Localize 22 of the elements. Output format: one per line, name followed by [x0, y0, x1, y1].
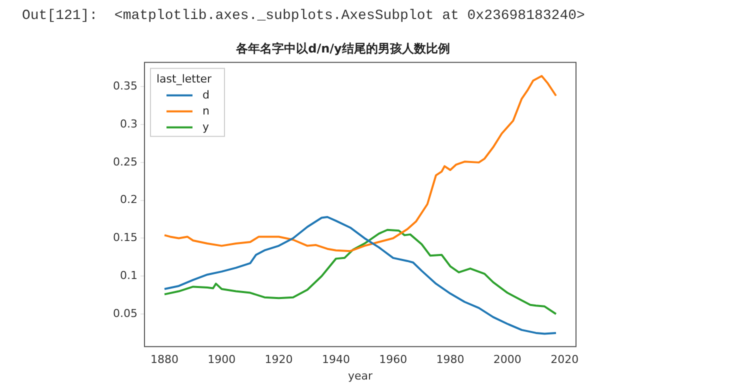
x-tick-label: 1940: [322, 353, 350, 366]
text: Out[121]: <matplotlib.axes._subplots.AxesSubplot at 0x23698183240>: [22, 8, 585, 24]
y-tick-label: 0.3: [120, 117, 138, 130]
x-tick-label: 1960: [379, 353, 408, 366]
y-tick-label: 0.1: [120, 268, 138, 282]
x-tick-label: 1980: [436, 353, 464, 366]
legend-label: y: [202, 120, 210, 134]
chart-title: 各年名字中以d/n/y结尾的男孩人数比例: [235, 41, 450, 56]
x-tick-label: 2020: [550, 353, 579, 366]
y-tick-label: 0.35: [112, 80, 138, 93]
legend-title: last_letter: [156, 72, 212, 86]
legend-label: d: [202, 88, 210, 102]
x-tick-label: 1900: [208, 353, 236, 366]
y-tick-label: 0.15: [112, 231, 138, 244]
y-tick-label: 0.05: [112, 306, 138, 320]
x-tick-label: 1880: [150, 353, 178, 366]
x-tick-label: 2000: [493, 353, 522, 366]
y-tick-label: 0.25: [112, 155, 138, 168]
legend-label: n: [202, 104, 210, 118]
x-axis-title: year: [348, 369, 373, 382]
x-tick-label: 1920: [264, 353, 293, 366]
y-tick-label: 0.2: [120, 193, 138, 206]
